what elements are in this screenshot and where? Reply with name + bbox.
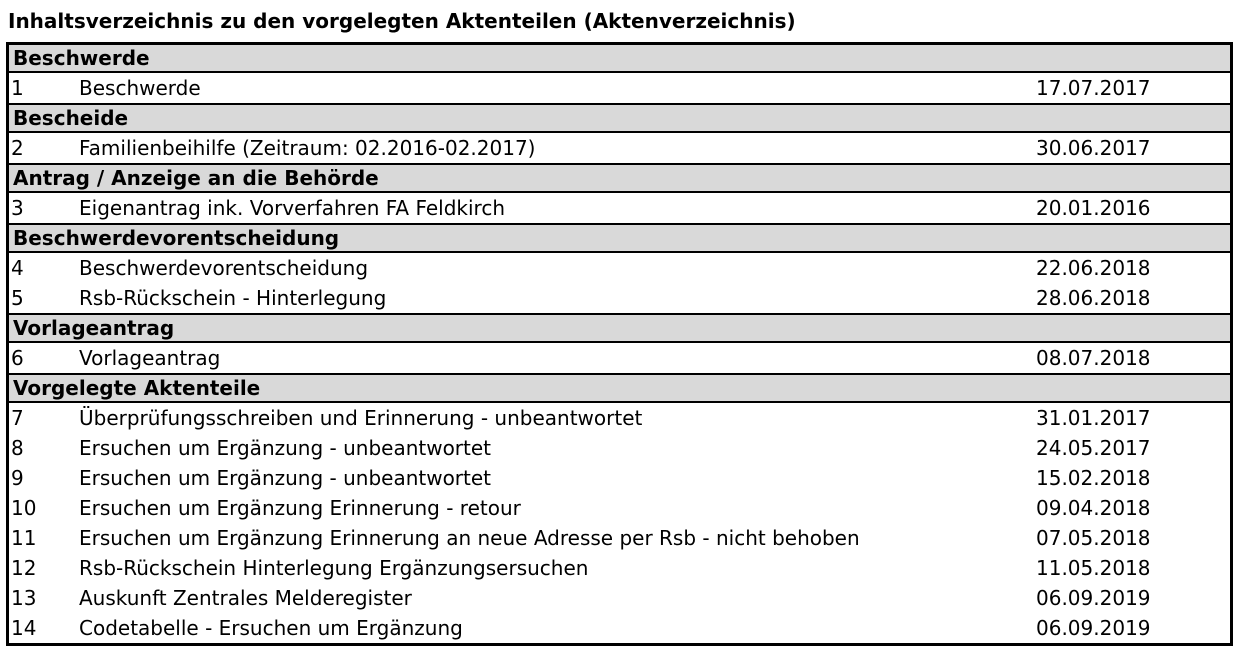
table-row: 14 Codetabelle - Ersuchen um Ergänzung 06.…: [9, 613, 1230, 643]
item-description: Ersuchen um Ergänzung - unbeantwortet: [79, 466, 492, 490]
table-row: 2 Familienbeihilfe (Zeitraum: 02.2016-02.…: [9, 133, 1230, 163]
table-row: 13 Auskunft Zentrales Melderegister 06.09.…: [9, 583, 1230, 613]
item-date: 20.01.2016: [1036, 196, 1151, 220]
table-row: 3 Eigenantrag ink. Vorverfahren FA Feldki…: [9, 193, 1230, 223]
item-number: 3: [11, 196, 24, 220]
section: Beschwerdevorentscheidung 4 Beschwerdevore…: [9, 223, 1230, 313]
section-items: 6 Vorlageantrag 08.07.2018: [9, 343, 1230, 373]
item-date: 08.07.2018: [1036, 346, 1151, 370]
section: Antrag / Anzeige an die Behörde 3 Eigenant…: [9, 163, 1230, 223]
page-title: Inhaltsverzeichnis zu den vorgelegten Ak…: [8, 9, 796, 33]
item-description: Auskunft Zentrales Melderegister: [79, 586, 412, 610]
item-description: Rsb-Rückschein Hinterlegung Ergänzungser…: [79, 556, 589, 580]
table-row: 8 Ersuchen um Ergänzung - unbeantwortet 24…: [9, 433, 1230, 463]
item-date: 09.04.2018: [1036, 496, 1151, 520]
table-row: 7 Überprüfungsschreiben und Erinnerung - …: [9, 403, 1230, 433]
item-description: Beschwerdevorentscheidung: [79, 256, 369, 280]
section: Vorgelegte Aktenteile 7 Überprüfungsschrei…: [9, 373, 1230, 643]
item-number: 9: [11, 466, 24, 490]
item-description: Codetabelle - Ersuchen um Ergänzung: [79, 616, 463, 640]
section-items: 1 Beschwerde 17.07.2017: [9, 73, 1230, 103]
item-number: 4: [11, 256, 24, 280]
item-number: 13: [11, 586, 37, 610]
item-description: Ersuchen um Ergänzung - unbeantwortet: [79, 436, 492, 460]
aktenverzeichnis-table: Beschwerde 1 Beschwerde 17.07.2017 Bescheide…: [6, 42, 1233, 646]
item-number: 14: [11, 616, 37, 640]
item-date: 15.02.2018: [1036, 466, 1151, 490]
item-description: Rsb-Rückschein - Hinterlegung: [79, 286, 387, 310]
item-description: Ersuchen um Ergänzung Erinnerung an neue…: [79, 526, 860, 550]
item-number: 11: [11, 526, 37, 550]
section-header: Beschwerdevorentscheidung: [9, 223, 1230, 253]
item-date: 31.01.2017: [1036, 406, 1151, 430]
section-items: 4 Beschwerdevorentscheidung 22.06.2018 5 Rsb…: [9, 253, 1230, 313]
section-header: Bescheide: [9, 103, 1230, 133]
section: Vorlageantrag 6 Vorlageantrag 08.07.2018: [9, 313, 1230, 373]
section-items: 7 Überprüfungsschreiben und Erinnerung - …: [9, 403, 1230, 643]
table-row: 4 Beschwerdevorentscheidung 22.06.2018: [9, 253, 1230, 283]
item-number: 8: [11, 436, 24, 460]
item-date: 24.05.2017: [1036, 436, 1151, 460]
table-row: 10 Ersuchen um Ergänzung Erinnerung - ret…: [9, 493, 1230, 523]
table-row: 1 Beschwerde 17.07.2017: [9, 73, 1230, 103]
item-number: 7: [11, 406, 24, 430]
section-items: 2 Familienbeihilfe (Zeitraum: 02.2016-02.…: [9, 133, 1230, 163]
item-description: Überprüfungsschreiben und Erinnerung - u…: [79, 406, 643, 430]
item-description: Vorlageantrag: [79, 346, 221, 370]
section: Beschwerde 1 Beschwerde 17.07.2017: [9, 45, 1230, 103]
item-date: 22.06.2018: [1036, 256, 1151, 280]
section-items: 3 Eigenantrag ink. Vorverfahren FA Feldki…: [9, 193, 1230, 223]
table-row: 9 Ersuchen um Ergänzung - unbeantwortet 15…: [9, 463, 1230, 493]
table-row: 5 Rsb-Rückschein - Hinterlegung 28.06.2018: [9, 283, 1230, 313]
section-header: Antrag / Anzeige an die Behörde: [9, 163, 1230, 193]
section-header: Vorgelegte Aktenteile: [9, 373, 1230, 403]
item-description: Ersuchen um Ergänzung Erinnerung - retou…: [79, 496, 521, 520]
item-description: Beschwerde: [79, 76, 201, 100]
section-header: Vorlageantrag: [9, 313, 1230, 343]
item-number: 6: [11, 346, 24, 370]
item-date: 06.09.2019: [1036, 586, 1151, 610]
table-row: 12 Rsb-Rückschein Hinterlegung Ergänzungs…: [9, 553, 1230, 583]
item-date: 17.07.2017: [1036, 76, 1151, 100]
table-row: 6 Vorlageantrag 08.07.2018: [9, 343, 1230, 373]
item-date: 28.06.2018: [1036, 286, 1151, 310]
item-number: 12: [11, 556, 37, 580]
table-row: 11 Ersuchen um Ergänzung Erinnerung an ne…: [9, 523, 1230, 553]
item-number: 10: [11, 496, 37, 520]
item-description: Familienbeihilfe (Zeitraum: 02.2016-02.2…: [79, 136, 536, 160]
item-date: 07.05.2018: [1036, 526, 1151, 550]
item-number: 1: [11, 76, 24, 100]
item-date: 06.09.2019: [1036, 616, 1151, 640]
item-number: 5: [11, 286, 24, 310]
item-description: Eigenantrag ink. Vorverfahren FA Feldkir…: [79, 196, 506, 220]
item-date: 30.06.2017: [1036, 136, 1151, 160]
item-date: 11.05.2018: [1036, 556, 1151, 580]
section-header: Beschwerde: [9, 45, 1230, 73]
section: Bescheide 2 Familienbeihilfe (Zeitraum: 02…: [9, 103, 1230, 163]
item-number: 2: [11, 136, 24, 160]
